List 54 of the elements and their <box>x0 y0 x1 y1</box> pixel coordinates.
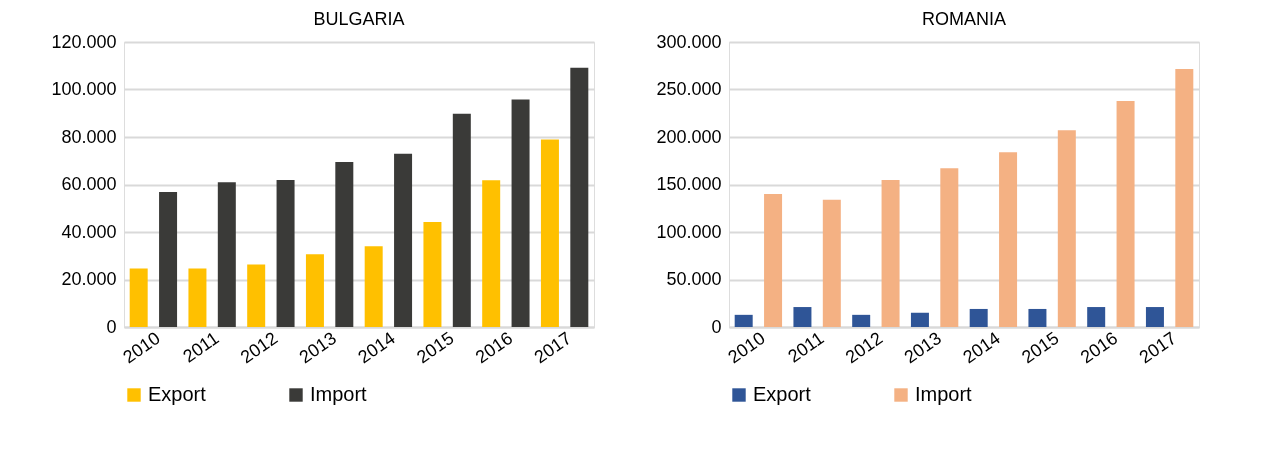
chart-title: BULGARIA <box>313 9 405 29</box>
y-tick-label: 80.000 <box>61 126 117 147</box>
bar <box>1116 100 1135 327</box>
bar <box>570 67 589 327</box>
bar <box>305 254 324 327</box>
y-tick-label: 250.000 <box>656 79 722 99</box>
x-tick-label: 2011 <box>179 327 223 367</box>
bar <box>540 139 559 327</box>
legend-label: Export <box>753 383 812 405</box>
legend-label: Import <box>915 383 973 405</box>
y-tick-label: 100.000 <box>656 221 722 242</box>
bar <box>129 268 148 327</box>
bar <box>1145 307 1164 327</box>
bar <box>159 192 178 327</box>
y-tick-label: 0 <box>106 316 117 337</box>
bar <box>511 99 530 327</box>
bar <box>335 161 354 327</box>
legend-label: Import <box>310 383 368 405</box>
bar <box>910 312 929 327</box>
bar <box>822 199 841 327</box>
bar <box>247 264 266 327</box>
bar <box>217 182 236 327</box>
bar <box>452 113 471 327</box>
bar <box>394 153 413 327</box>
y-tick-label: 50.000 <box>666 269 722 289</box>
bar <box>188 268 207 327</box>
bar <box>852 314 871 327</box>
legend-label: Export <box>148 383 207 405</box>
bar <box>423 222 442 327</box>
bar <box>1175 68 1194 327</box>
bar <box>969 308 988 327</box>
bar <box>881 179 900 327</box>
y-tick-label: 20.000 <box>61 269 117 289</box>
y-tick-label: 120.000 <box>51 31 117 52</box>
bar <box>1028 308 1047 327</box>
y-tick-label: 300.000 <box>656 31 722 52</box>
bar <box>734 314 753 327</box>
bar <box>364 246 383 327</box>
bar <box>482 180 501 327</box>
bar <box>1087 307 1106 327</box>
y-tick-label: 150.000 <box>656 174 722 194</box>
y-tick-label: 200.000 <box>656 126 722 147</box>
y-tick-label: 100.000 <box>51 79 117 99</box>
y-tick-label: 40.000 <box>61 221 117 242</box>
y-tick-label: 60.000 <box>61 174 117 194</box>
bar <box>1057 130 1076 327</box>
x-tick-label: 2011 <box>784 327 828 367</box>
bar <box>764 194 783 327</box>
chart-title: ROMANIA <box>921 9 1007 29</box>
bar <box>276 179 295 327</box>
bar <box>999 152 1018 327</box>
bar <box>793 307 812 327</box>
y-tick-label: 0 <box>711 316 722 337</box>
bar <box>940 168 959 327</box>
